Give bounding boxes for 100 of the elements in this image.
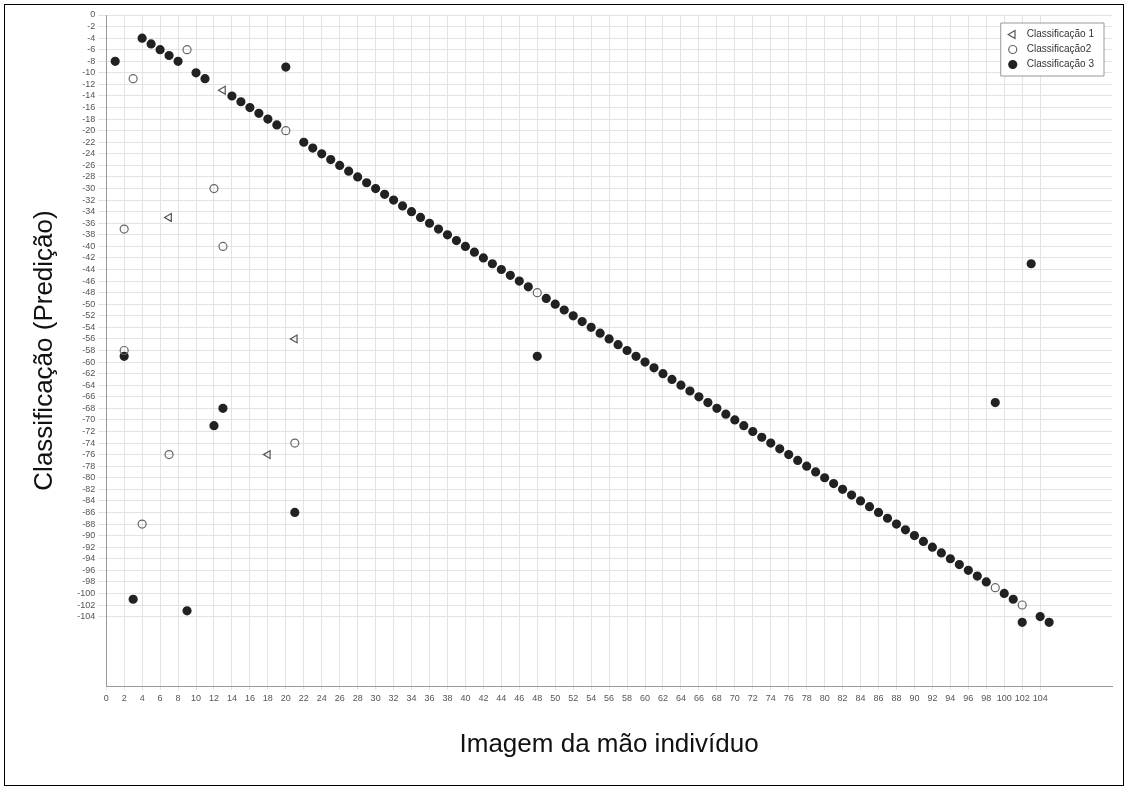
y-tick-label: -6 <box>87 44 96 55</box>
legend-label: Classificação 1 <box>1026 28 1095 40</box>
point <box>119 345 129 356</box>
y-tick-label: -48 <box>82 287 96 298</box>
point <box>289 334 298 344</box>
y-tick-label: -60 <box>82 356 96 367</box>
x-tick-label: 66 <box>693 692 704 703</box>
y-tick-label: -28 <box>82 171 96 182</box>
y-tick-label: -44 <box>82 264 96 274</box>
point <box>164 450 174 460</box>
y-tick-label: -74 <box>82 437 96 448</box>
x-tick-label: 58 <box>622 692 633 703</box>
y-tick-label: -8 <box>87 55 96 66</box>
y-tick-label: -56 <box>82 333 96 344</box>
x-tick-label: 6 <box>157 692 163 703</box>
x-tick-label: 74 <box>765 692 776 703</box>
y-tick-label: -104 <box>77 611 96 622</box>
x-tick-label: 50 <box>550 692 561 703</box>
x-tick-label: 28 <box>352 692 363 703</box>
y-tick-label: -76 <box>82 449 96 460</box>
x-tick-label: 16 <box>244 692 255 703</box>
x-tick-label: 14 <box>226 692 237 703</box>
x-tick-label: 70 <box>729 692 740 703</box>
x-tick-label: 94 <box>945 692 956 703</box>
point <box>990 583 1000 593</box>
x-axis-title: Imagem da mão indivíduo <box>459 727 759 758</box>
y-tick-label: -100 <box>77 587 96 598</box>
x-tick-label: 46 <box>514 692 525 703</box>
x-tick-label: 44 <box>496 692 507 703</box>
x-tick-label: 34 <box>406 692 417 703</box>
x-tick-label: 32 <box>388 692 399 703</box>
y-tick-label: -22 <box>82 136 96 147</box>
y-tick-label: -96 <box>82 564 96 575</box>
point <box>128 74 138 84</box>
y-tick-label: -92 <box>82 541 96 552</box>
x-tick-label: 78 <box>801 692 812 703</box>
x-tick-label: 102 <box>1014 692 1030 703</box>
x-tick-label: 92 <box>927 692 938 703</box>
x-tick-label: 8 <box>175 692 181 703</box>
x-tick-label: 84 <box>855 692 866 703</box>
point <box>137 519 147 529</box>
x-tick-label: 64 <box>675 692 686 703</box>
point <box>1017 600 1027 610</box>
point <box>262 450 271 460</box>
x-tick-label: 10 <box>191 692 202 703</box>
x-tick-label: 42 <box>478 692 489 703</box>
point <box>290 438 300 448</box>
point <box>217 85 226 95</box>
y-tick-label: -38 <box>82 229 96 240</box>
x-tick-label: 48 <box>532 692 543 703</box>
y-tick-label: -94 <box>82 553 96 564</box>
y-tick-label: -70 <box>82 414 96 425</box>
x-tick-label: 18 <box>262 692 273 703</box>
x-tick-label: 80 <box>819 692 830 703</box>
y-tick-label: -2 <box>87 21 96 32</box>
y-tick-label: -98 <box>82 576 96 587</box>
y-tick-label: -4 <box>87 32 96 43</box>
y-tick-label: -10 <box>82 67 96 78</box>
y-tick-label: -102 <box>77 599 96 610</box>
y-tick-label: -90 <box>82 530 96 541</box>
y-tick-label: -30 <box>82 183 96 194</box>
point <box>209 183 219 194</box>
point <box>281 126 291 136</box>
y-tick-label: -86 <box>82 506 96 517</box>
y-tick-label: -84 <box>82 495 96 506</box>
x-tick-label: 62 <box>657 692 668 703</box>
x-tick-label: 104 <box>1032 692 1048 703</box>
y-tick-label: -24 <box>82 148 96 159</box>
y-tick-label: -42 <box>82 252 96 263</box>
y-tick-label: -54 <box>82 321 96 332</box>
x-tick-label: 26 <box>334 692 345 703</box>
y-tick-label: -62 <box>82 368 96 379</box>
y-tick-label: -88 <box>82 518 96 529</box>
y-tick-label: -20 <box>82 125 96 136</box>
point <box>532 288 542 298</box>
y-tick-label: -72 <box>82 425 96 436</box>
y-axis-title: Classificação (Predição) <box>27 210 58 491</box>
y-tick-label: -12 <box>82 78 96 89</box>
y-tick-label: -64 <box>82 379 96 390</box>
y-tick-label: -26 <box>82 159 96 170</box>
x-tick-label: 22 <box>298 692 309 703</box>
y-tick-label: -82 <box>82 483 96 494</box>
x-tick-label: 98 <box>981 692 992 703</box>
y-tick-label: -46 <box>82 275 96 286</box>
x-tick-label: 4 <box>139 692 145 703</box>
x-tick-label: 68 <box>711 692 722 703</box>
x-tick-label: 38 <box>442 692 453 703</box>
x-tick-label: 12 <box>208 692 219 703</box>
y-tick-label: -78 <box>82 460 96 471</box>
y-tick-label: -58 <box>82 344 96 355</box>
legend-label: Classificação2 <box>1026 43 1092 55</box>
x-tick-label: 20 <box>280 692 291 703</box>
x-tick-label: 56 <box>604 692 615 703</box>
legend-label: Classificação 3 <box>1026 58 1095 70</box>
x-tick-label: 88 <box>891 692 902 703</box>
x-tick-label: 52 <box>568 692 579 703</box>
y-tick-label: -18 <box>82 113 96 124</box>
y-tick-label: -16 <box>82 102 96 113</box>
y-tick-label: -66 <box>82 391 96 402</box>
y-tick-label: -34 <box>82 206 96 217</box>
